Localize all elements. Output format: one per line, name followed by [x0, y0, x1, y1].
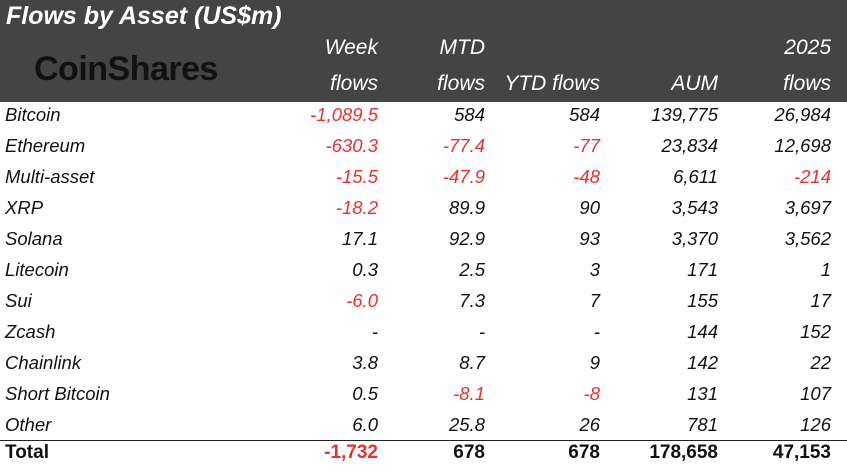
table-row: Ethereum -630.3 -77.4 -77 23,834 12,698	[0, 133, 847, 164]
asset-name: Sui	[5, 290, 32, 311]
cell-y2025: 152	[800, 321, 831, 342]
asset-name: Zcash	[5, 321, 56, 342]
cell-mtd: -	[478, 321, 485, 342]
cell-ytd: 9	[589, 352, 600, 373]
cell-week: -18.2	[335, 197, 378, 218]
total-divider	[0, 440, 847, 441]
total-aum: 178,658	[649, 442, 718, 463]
table-row: Chainlink 3.8 8.7 9 142 22	[0, 350, 847, 381]
cell-ytd: 93	[579, 228, 600, 249]
table-title: Flows by Asset (US$m)	[6, 2, 282, 30]
header-week-bottom: flows	[330, 72, 378, 95]
asset-name: Ethereum	[5, 135, 86, 156]
cell-mtd: 7.3	[459, 290, 485, 311]
asset-name: Other	[5, 414, 52, 435]
table-row: Multi-asset -15.5 -47.9 -48 6,611 -214	[0, 164, 847, 195]
cell-mtd: 2.5	[459, 259, 485, 280]
cell-mtd: 25.8	[448, 414, 485, 435]
cell-aum: 142	[687, 352, 718, 373]
cell-aum: 131	[687, 383, 718, 404]
cell-ytd: 90	[579, 197, 600, 218]
table-row: Litecoin 0.3 2.5 3 171 1	[0, 257, 847, 288]
cell-week: 3.8	[352, 352, 378, 373]
cell-ytd: 7	[589, 290, 600, 311]
table-row: Other 6.0 25.8 26 781 126	[0, 412, 847, 443]
asset-name: Litecoin	[5, 259, 69, 280]
cell-y2025: 3,562	[784, 228, 831, 249]
coinshares-logo: CoinShares	[34, 50, 218, 88]
asset-name: Short Bitcoin	[5, 383, 110, 404]
cell-y2025: 12,698	[774, 135, 831, 156]
cell-ytd: -	[593, 321, 600, 342]
cell-y2025: -214	[793, 166, 831, 187]
cell-week: -15.5	[335, 166, 378, 187]
cell-aum: 155	[687, 290, 718, 311]
cell-week: 6.0	[352, 414, 378, 435]
cell-week: 0.5	[352, 383, 378, 404]
header-week-top: Week	[324, 36, 378, 59]
cell-aum: 139,775	[651, 104, 718, 125]
table-row: Solana 17.1 92.9 93 3,370 3,562	[0, 226, 847, 257]
total-mtd: 678	[453, 442, 485, 463]
table-row: XRP -18.2 89.9 90 3,543 3,697	[0, 195, 847, 226]
cell-ytd: 3	[589, 259, 600, 280]
total-label: Total	[5, 442, 49, 463]
header-2025-bottom: flows	[783, 72, 831, 95]
cell-ytd: 584	[569, 104, 600, 125]
total-row: Total -1,732 678 678 178,658 47,153	[0, 440, 847, 471]
cell-ytd: -48	[573, 166, 600, 187]
total-2025: 47,153	[772, 442, 831, 463]
cell-aum: 3,543	[671, 197, 718, 218]
cell-aum: 144	[687, 321, 718, 342]
cell-week: 0.3	[352, 259, 378, 280]
cell-aum: 781	[687, 414, 718, 435]
cell-y2025: 17	[810, 290, 831, 311]
asset-name: Multi-asset	[5, 166, 95, 187]
cell-aum: 171	[687, 259, 718, 280]
total-week: -1,732	[324, 442, 378, 463]
cell-week: -	[371, 321, 378, 342]
cell-mtd: 92.9	[448, 228, 485, 249]
cell-mtd: -77.4	[442, 135, 485, 156]
cell-week: -1,089.5	[310, 104, 378, 125]
table-row: Bitcoin -1,089.5 584 584 139,775 26,984	[0, 102, 847, 133]
table-row: Sui -6.0 7.3 7 155 17	[0, 288, 847, 319]
header-ytd: YTD flows	[504, 72, 600, 95]
asset-name: Chainlink	[5, 352, 82, 373]
cell-mtd: -8.1	[453, 383, 485, 404]
cell-week: 17.1	[341, 228, 378, 249]
table-header: Flows by Asset (US$m) CoinShares Week fl…	[0, 0, 847, 102]
cell-aum: 6,611	[673, 166, 718, 187]
cell-mtd: 584	[454, 104, 485, 125]
cell-week: -6.0	[346, 290, 378, 311]
cell-mtd: -47.9	[442, 166, 485, 187]
cell-mtd: 8.7	[459, 352, 485, 373]
cell-aum: 23,834	[661, 135, 718, 156]
cell-y2025: 107	[800, 383, 831, 404]
header-2025-top: 2025	[784, 36, 831, 59]
cell-y2025: 3,697	[784, 197, 831, 218]
asset-name: Bitcoin	[5, 104, 61, 125]
table-row: Zcash - - - 144 152	[0, 319, 847, 350]
cell-week: -630.3	[325, 135, 378, 156]
cell-mtd: 89.9	[448, 197, 485, 218]
cell-aum: 3,370	[671, 228, 718, 249]
cell-y2025: 1	[820, 259, 831, 280]
cell-ytd: -77	[573, 135, 600, 156]
asset-name: Solana	[5, 228, 63, 249]
cell-y2025: 126	[800, 414, 831, 435]
asset-name: XRP	[5, 197, 44, 218]
cell-y2025: 22	[810, 352, 831, 373]
table-row: Short Bitcoin 0.5 -8.1 -8 131 107	[0, 381, 847, 412]
cell-ytd: 26	[579, 414, 600, 435]
cell-y2025: 26,984	[774, 104, 831, 125]
header-mtd-bottom: flows	[437, 72, 485, 95]
header-aum: AUM	[671, 72, 718, 95]
cell-ytd: -8	[583, 383, 600, 404]
header-mtd-top: MTD	[439, 36, 486, 59]
total-ytd: 678	[568, 442, 600, 463]
